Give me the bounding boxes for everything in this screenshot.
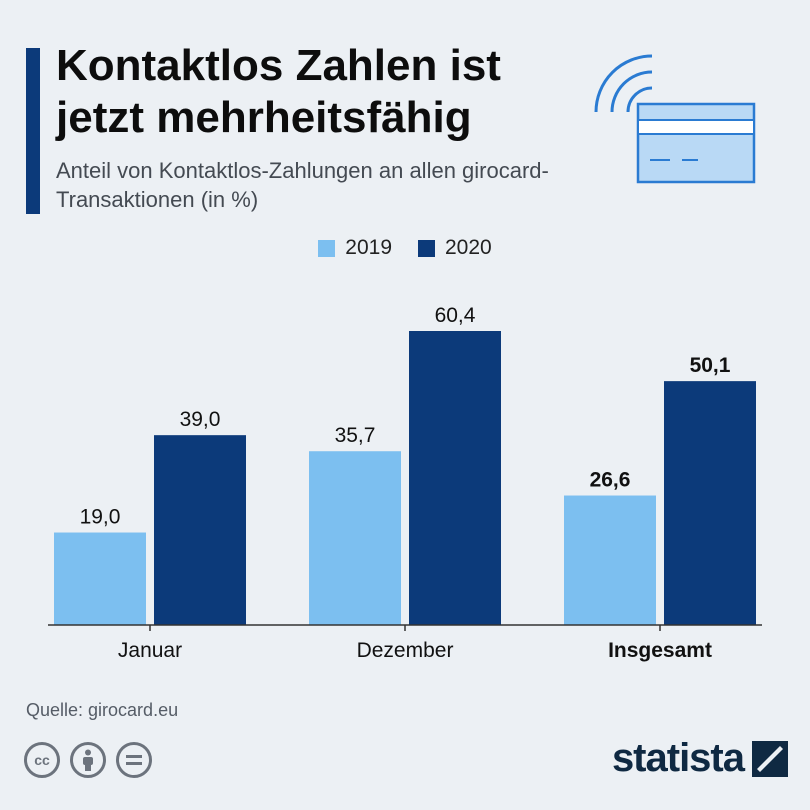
chart-subtitle: Anteil von Kontaktlos-Zahlungen an allen… (56, 158, 549, 212)
statista-logo[interactable]: statista (612, 736, 788, 781)
data-label-2019-januar: 19,0 (80, 506, 121, 529)
bar-chart: 19,0 39,0 Januar 35,7 60,4 Dezember 26,6 50,1 In… (48, 304, 762, 662)
x-axis-label-januar: Januar (118, 639, 182, 662)
attribution-icon[interactable] (70, 742, 106, 778)
statista-logo-mark-icon (752, 740, 788, 777)
contactless-card-icon (594, 54, 756, 184)
bar-2020-januar[interactable] (154, 435, 246, 625)
legend-swatch-2019 (318, 239, 336, 257)
bar-2019-januar[interactable] (54, 532, 146, 625)
legend-item-2019[interactable]: 2019 (318, 236, 392, 260)
accent-bar (26, 48, 40, 214)
bar-2019-dezember[interactable] (309, 451, 401, 625)
license-icons: cc (24, 742, 152, 778)
statista-wordmark: statista (611, 736, 745, 780)
data-label-2019-insgesamt: 26,6 (590, 469, 631, 492)
x-axis-label-dezember: Dezember (357, 639, 454, 662)
data-label-2019-dezember: 35,7 (335, 424, 376, 447)
x-axis-label-insgesamt: Insgesamt (608, 639, 712, 662)
cc-icon[interactable]: cc (24, 742, 60, 778)
chart-title: Kontaktlos Zahlen ist jetzt mehrheitsfäh… (56, 41, 501, 142)
data-label-2020-januar: 39,0 (180, 408, 221, 431)
legend-swatch-2020 (418, 239, 435, 257)
bar-2020-dezember[interactable] (409, 331, 501, 625)
bar-2020-insgesamt[interactable] (664, 381, 756, 625)
source-note: Quelle: girocard.eu (26, 700, 179, 720)
bar-2019-insgesamt[interactable] (564, 495, 656, 625)
legend-label-2020: 2020 (445, 236, 492, 259)
attribution-person-glyph (83, 749, 93, 771)
legend-item-2020[interactable]: 2020 (418, 236, 492, 260)
equals-glyph (126, 755, 142, 765)
data-label-2020-insgesamt: 50,1 (690, 354, 731, 377)
data-label-2020-dezember: 60,4 (435, 304, 476, 327)
chart-legend: 2019 2020 (0, 236, 810, 260)
legend-label-2019: 2019 (345, 236, 392, 259)
no-derivatives-icon[interactable] (116, 742, 152, 778)
